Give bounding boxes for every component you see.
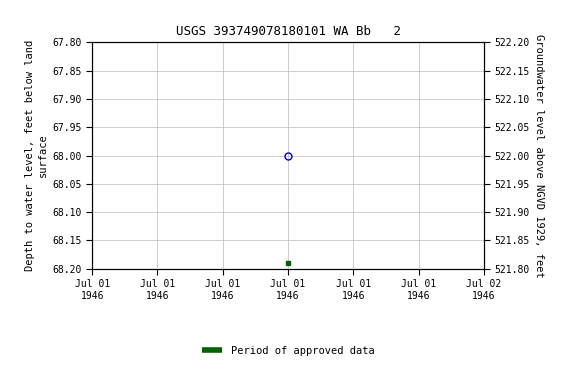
Title: USGS 393749078180101 WA Bb   2: USGS 393749078180101 WA Bb 2 xyxy=(176,25,400,38)
Legend: Period of approved data: Period of approved data xyxy=(198,342,378,360)
Y-axis label: Depth to water level, feet below land
surface: Depth to water level, feet below land su… xyxy=(25,40,48,271)
Y-axis label: Groundwater level above NGVD 1929, feet: Groundwater level above NGVD 1929, feet xyxy=(534,34,544,277)
